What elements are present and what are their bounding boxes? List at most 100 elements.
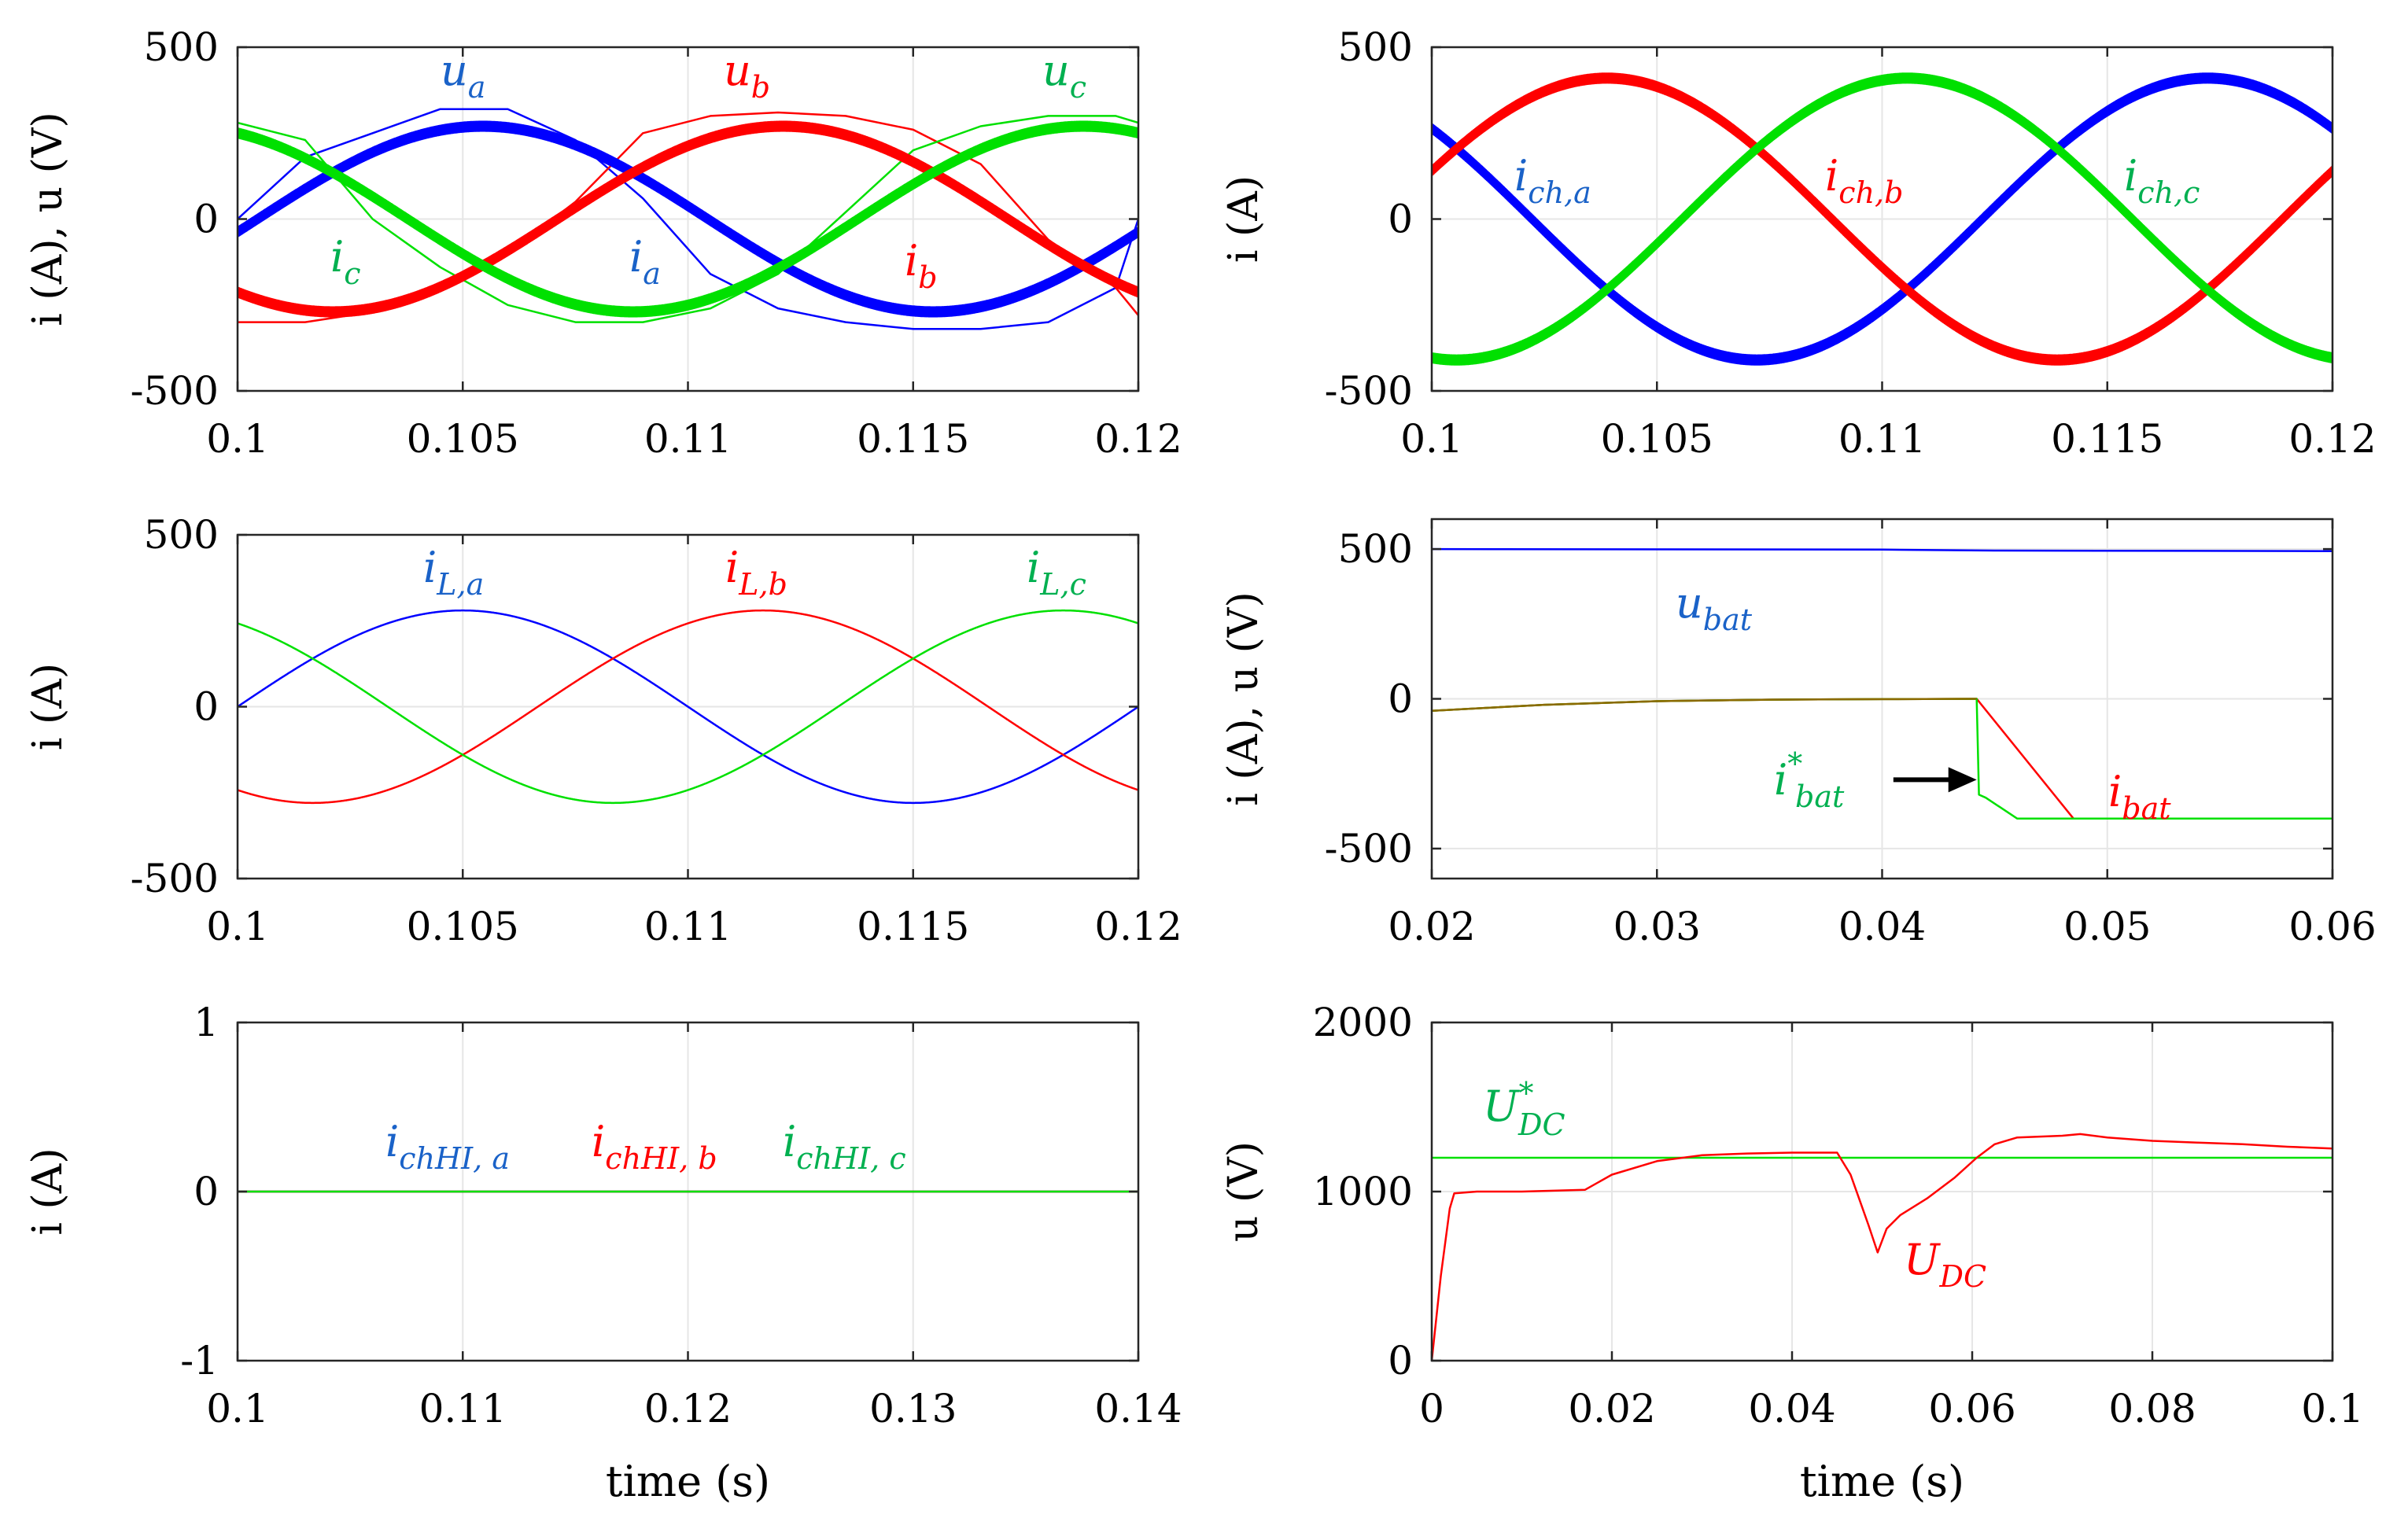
y-tick-label: 0: [194, 684, 219, 730]
label-i-chhi-b: ichHI, b: [592, 1117, 717, 1176]
y-tick-label: 0: [1388, 197, 1413, 242]
y-tick-label: 1: [194, 1000, 219, 1045]
y-tick-label: -1: [180, 1338, 219, 1383]
label-i-chhi-a: ichHI, a: [385, 1117, 510, 1176]
series-i-l-c: [238, 609, 1138, 805]
y-tick-label: 0: [194, 1169, 219, 1214]
panel-2-annotations: ich,a ich,b ich,c: [1514, 151, 2200, 210]
x-tick-label: 0.1: [1400, 416, 1463, 462]
x-tick-label: 0.02: [1388, 904, 1475, 949]
label-i-a: ia: [629, 232, 661, 291]
x-tick-label: 0.12: [1094, 904, 1182, 949]
series-u-a: [238, 108, 1138, 330]
y-tick-label: 1000: [1313, 1169, 1413, 1214]
x-tick-label: 0.08: [2108, 1386, 2196, 1431]
y-tick-label: 2000: [1313, 1000, 1413, 1045]
x-tick-label: 0.13: [869, 1386, 957, 1431]
label-i-l-c: iL,c: [1027, 543, 1086, 602]
y-tick-label: 500: [1338, 526, 1413, 572]
y-tick-label: 0: [1388, 676, 1413, 722]
y-tick-label: 500: [144, 24, 219, 70]
x-tick-label: 0.11: [1838, 416, 1926, 462]
label-u-dc: UDC: [1904, 1235, 1986, 1294]
y-tick-label: -500: [1325, 368, 1413, 414]
chart-p1: 0.1 0.105 0.11 0.115 0.12 -500 0 500 i (A), u (V…: [24, 24, 1182, 462]
label-i-bat-ref: i* bat: [1774, 746, 1845, 814]
series-i-l-a: [238, 609, 1138, 805]
y-tick-label: -500: [1325, 826, 1413, 871]
x-tick-label: 0.105: [407, 416, 519, 462]
x-tick-label: 0.105: [407, 904, 519, 949]
label-i-c: ic: [330, 232, 361, 291]
x-tick-label: 0.105: [1601, 416, 1713, 462]
label-u-dc-ref: U* DC: [1483, 1076, 1565, 1142]
panel-6-annotations: U* DC UDC: [1483, 1076, 1986, 1294]
label-u-a: ua: [441, 46, 485, 105]
x-tick-label: 0.12: [1094, 416, 1182, 462]
x-axis-label: time (s): [1800, 1457, 1964, 1506]
label-i-bat: ibat: [2108, 767, 2171, 826]
series-u-dc: [1432, 1133, 2332, 1361]
series-i-ch-b: [1432, 72, 2332, 366]
panel-1-annotations: ua ub uc ia ib ic: [330, 46, 1086, 295]
label-i-ch-a: ich,a: [1514, 151, 1591, 210]
y-tick-label: 500: [144, 512, 219, 558]
chart-p4: 0.02 0.03 0.04 0.05 0.06 -500 0 500 i (A), u (V): [1220, 518, 2377, 949]
y-axis-label: u (V): [1220, 1141, 1267, 1242]
x-tick-label: 0.11: [644, 416, 732, 462]
y-axis-label: i (A): [1220, 175, 1267, 263]
x-tick-label: 0.02: [1568, 1386, 1655, 1431]
series-group: [1432, 547, 2332, 820]
panel-5-annotations: ichHI, a ichHI, b ichHI, c: [385, 1117, 906, 1176]
x-tick-label: 0: [1419, 1386, 1444, 1431]
x-tick-label: 0.115: [857, 904, 969, 949]
label-u-c: uc: [1042, 46, 1086, 105]
y-axis-label: i (A), u (V): [24, 112, 72, 326]
chart-p3: 0.1 0.105 0.11 0.115 0.12 -500 0 500 i (A): [24, 512, 1182, 949]
series-group: [238, 609, 1138, 805]
panel-4-annotations: ubat i* bat ibat: [1676, 578, 2171, 826]
x-axis-label: time (s): [606, 1457, 770, 1506]
label-i-l-b: iL,b: [725, 543, 787, 602]
label-i-l-a: iL,a: [423, 543, 484, 602]
label-u-b: ub: [724, 46, 770, 105]
label-i-ch-c: ich,c: [2124, 151, 2200, 210]
x-tick-label: 0.03: [1613, 904, 1701, 949]
x-tick-label: 0.115: [2051, 416, 2163, 462]
series-u-bat: [1432, 547, 2332, 552]
x-tick-label: 0.04: [1748, 1386, 1835, 1431]
y-axis-label: i (A): [24, 663, 72, 750]
x-tick-label: 0.05: [2063, 904, 2151, 949]
label-u-bat: ubat: [1676, 578, 1753, 637]
y-tick-label: -500: [131, 368, 219, 414]
x-tick-label: 0.1: [2301, 1386, 2364, 1431]
x-tick-label: 0.12: [2288, 416, 2376, 462]
series-i-c: [238, 120, 1138, 318]
x-tick-label: 0.1: [206, 416, 269, 462]
series-i-a: [238, 120, 1138, 318]
label-i-b: ib: [905, 236, 938, 295]
chart-p6: 0 0.02 0.04 0.06 0.08 0.1 0 1000 2000 u (V) time (…: [1220, 1000, 2364, 1506]
x-tick-label: 0.06: [2288, 904, 2376, 949]
y-axis-label: i (A): [24, 1148, 72, 1235]
series-group: [238, 108, 1138, 330]
series-i-ch-a: [1432, 72, 2332, 366]
x-tick-label: 0.12: [644, 1386, 732, 1431]
x-tick-label: 0.115: [857, 416, 969, 462]
y-tick-label: 0: [1388, 1338, 1413, 1383]
x-tick-label: 0.1: [206, 904, 269, 949]
series-i-ch-c: [1432, 72, 2332, 366]
panel-3-annotations: iL,a iL,b iL,c: [423, 543, 1086, 602]
arrow-head: [1948, 767, 1977, 793]
label-i-chhi-c: ichHI, c: [783, 1117, 906, 1176]
x-tick-label: 0.11: [644, 904, 732, 949]
x-tick-label: 0.1: [206, 1386, 269, 1431]
y-axis-label: i (A), u (V): [1220, 591, 1267, 806]
x-tick-label: 0.06: [1928, 1386, 2015, 1431]
series-i-bat-overlap: [1432, 698, 1977, 712]
y-tick-label: 500: [1338, 24, 1413, 70]
x-tick-label: 0.04: [1838, 904, 1926, 949]
series-i-b: [238, 120, 1138, 318]
x-tick-label: 0.14: [1094, 1386, 1182, 1431]
